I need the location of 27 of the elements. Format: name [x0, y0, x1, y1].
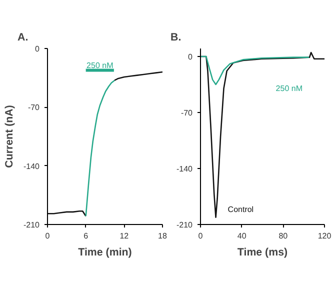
- x-tick-label: 6: [84, 232, 89, 240]
- y-tick-label: -140: [176, 164, 194, 174]
- y-tick-label: -210: [176, 220, 194, 230]
- x-tick-label: 12: [120, 232, 130, 240]
- x-tick-label: 18: [158, 232, 168, 240]
- x-tick-label: 0: [45, 232, 50, 240]
- x-tick-label: 40: [237, 232, 247, 240]
- line-series: [114, 71, 162, 81]
- x-axis-title: Time (min): [78, 246, 132, 258]
- series-label: Control: [228, 204, 254, 214]
- y-axis-title: Current (nA): [3, 104, 16, 168]
- y-tick-label: 0: [35, 44, 40, 54]
- x-tick-label: 120: [318, 232, 332, 240]
- line-series: [200, 56, 310, 86]
- chart-title: B.: [170, 32, 182, 44]
- y-tick-label: -210: [23, 220, 40, 230]
- y-tick-label: -140: [23, 162, 40, 171]
- text: 250 nM: [276, 84, 303, 93]
- x-axis-title: Time (ms): [237, 246, 288, 258]
- chart-title: A.: [18, 32, 28, 44]
- y-tick-label: 0: [188, 52, 194, 62]
- y-tick-label: -70: [180, 108, 194, 118]
- x-tick-label: 0: [198, 232, 204, 240]
- x-tick-label: 80: [278, 232, 288, 240]
- line-series: [85, 80, 116, 217]
- y-tick-label: -70: [28, 103, 40, 112]
- series-label: 250 nM: [86, 60, 114, 70]
